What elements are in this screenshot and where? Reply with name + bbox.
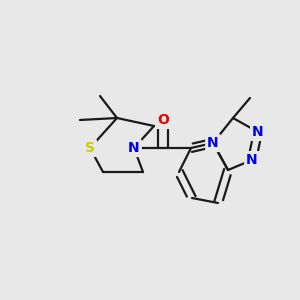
Text: N: N: [246, 153, 258, 167]
Text: N: N: [207, 136, 219, 150]
Text: N: N: [252, 125, 264, 139]
Text: N: N: [128, 141, 140, 155]
Text: O: O: [157, 113, 169, 127]
Text: S: S: [85, 141, 95, 155]
